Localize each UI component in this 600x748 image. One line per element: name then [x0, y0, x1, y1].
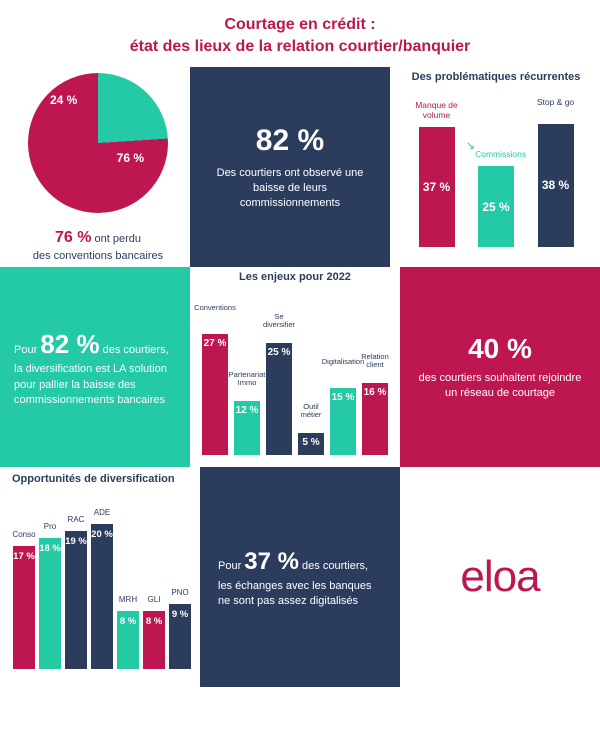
- bar-label: Se diversifier: [263, 313, 295, 343]
- bar-label: Partenariat Immo: [229, 371, 266, 401]
- title-line2: état des lieux de la relation courtier/b…: [130, 38, 471, 55]
- eloa-logo: eloa: [460, 552, 539, 602]
- digital-text: Pour 37 % des courtiers, les échanges av…: [218, 545, 382, 609]
- bar: 9 %: [169, 604, 191, 669]
- bar: 25 %: [266, 343, 292, 456]
- bar-label: ADE: [94, 508, 110, 524]
- bar-group: ↘Commissions25 %: [471, 140, 521, 247]
- row-3: Opportunités de diversification Conso17 …: [0, 467, 600, 687]
- bar-label: RAC: [68, 515, 85, 531]
- bar: 38 %: [538, 124, 574, 248]
- title-line1: Courtage en crédit :: [224, 16, 375, 33]
- problems-chart: Manque de volume37 %↘Commissions25 %Stop…: [402, 87, 590, 247]
- row-2: Pour 82 % des courtiers, la diversificat…: [0, 267, 600, 467]
- enjeux-chart: Conventions27 %Partenariat Immo12 %Se di…: [196, 285, 394, 455]
- problems-title: Des problématiques récurrentes: [402, 71, 590, 83]
- pie-label-alt: 24 %: [50, 93, 77, 107]
- bar: 19 %: [65, 531, 87, 669]
- bar-label: GLI: [148, 595, 161, 611]
- bar: 18 %: [39, 538, 61, 669]
- bar-label: Stop & go: [537, 98, 574, 124]
- pie-card: 76 % 24 % 76 % ont perdu des conventions…: [0, 67, 190, 267]
- bar: 20 %: [91, 524, 113, 669]
- bar-group: PNO9 %: [168, 588, 192, 669]
- bar-label: Outil métier: [296, 403, 326, 433]
- bar: 15 %: [330, 388, 356, 456]
- bar-label: Pro: [44, 522, 56, 538]
- bar-group: Digitalisation15 %: [328, 358, 358, 456]
- bar: 37 %: [419, 127, 455, 247]
- stat-card-82: 82 % Des courtiers ont observé une baiss…: [190, 67, 390, 267]
- enjeux-title: Les enjeux pour 2022: [196, 271, 394, 283]
- pie-caption-line2: des conventions bancaires: [33, 250, 163, 262]
- bar-group: Manque de volume37 %: [412, 101, 462, 247]
- diversif-text: Pour 82 % des courtiers, la diversificat…: [14, 326, 176, 409]
- bar: 8 %: [117, 611, 139, 669]
- pie-caption: 76 % ont perdu des conventions bancaires: [33, 228, 163, 263]
- bar: 5 %: [298, 433, 324, 456]
- bar-group: Stop & go38 %: [531, 98, 581, 248]
- stat-text: Des courtiers ont observé une baisse de …: [206, 166, 374, 211]
- enjeux-card: Les enjeux pour 2022 Conventions27 %Part…: [190, 267, 400, 467]
- bar-label: Conso: [12, 530, 35, 546]
- bar-group: Conso17 %: [12, 530, 36, 670]
- bar-label: Conventions: [194, 304, 236, 334]
- bar: 27 %: [202, 334, 228, 456]
- pie-caption-rest: ont perdu: [91, 233, 141, 245]
- opportunities-title: Opportunités de diversification: [12, 473, 192, 485]
- bar-group: ADE20 %: [90, 508, 114, 669]
- bar-label: PNO: [171, 588, 188, 604]
- digital-card: Pour 37 % des courtiers, les échanges av…: [200, 467, 400, 687]
- row-1: 76 % 24 % 76 % ont perdu des conventions…: [0, 67, 600, 267]
- page-title: Courtage en crédit : état des lieux de l…: [0, 0, 600, 67]
- pie-chart: 76 % 24 %: [28, 73, 168, 213]
- bar-group: MRH8 %: [116, 595, 140, 669]
- bar: 17 %: [13, 546, 35, 670]
- problems-card: Des problématiques récurrentes Manque de…: [390, 67, 600, 267]
- opportunities-card: Opportunités de diversification Conso17 …: [0, 467, 200, 687]
- bar-label: Digitalisation: [322, 358, 365, 388]
- bar-group: Relation client16 %: [360, 353, 390, 455]
- network-card: 40 % des courtiers souhaitent rejoindre …: [400, 267, 600, 467]
- bar-group: Outil métier5 %: [296, 403, 326, 456]
- bar-label: Relation client: [360, 353, 390, 383]
- bar-group: RAC19 %: [64, 515, 88, 669]
- bar-group: GLI8 %: [142, 595, 166, 669]
- network-value: 40 %: [468, 333, 532, 365]
- logo-area: eloa: [400, 467, 600, 687]
- bar: 16 %: [362, 383, 388, 455]
- bar-group: Pro18 %: [38, 522, 62, 669]
- bar: 25 %: [478, 166, 514, 247]
- bar-label: ↘Commissions: [466, 140, 526, 166]
- infographic-grid: 76 % 24 % 76 % ont perdu des conventions…: [0, 67, 600, 687]
- stat-value: 82 %: [256, 124, 324, 158]
- bar-group: Conventions27 %: [200, 304, 230, 456]
- opportunities-chart: Conso17 %Pro18 %RAC19 %ADE20 %MRH8 %GLI8…: [12, 489, 192, 669]
- bar-group: Partenariat Immo12 %: [232, 371, 262, 455]
- bar-label: MRH: [119, 595, 137, 611]
- diversif-card: Pour 82 % des courtiers, la diversificat…: [0, 267, 190, 467]
- pie-label-main: 76 %: [117, 151, 144, 165]
- bar: 8 %: [143, 611, 165, 669]
- bar-group: Se diversifier25 %: [264, 313, 294, 456]
- bar: 12 %: [234, 401, 260, 455]
- bar-label: Manque de volume: [412, 101, 462, 127]
- pie-caption-big: 76 %: [55, 229, 91, 246]
- network-text: des courtiers souhaitent rejoindre un ré…: [418, 371, 582, 401]
